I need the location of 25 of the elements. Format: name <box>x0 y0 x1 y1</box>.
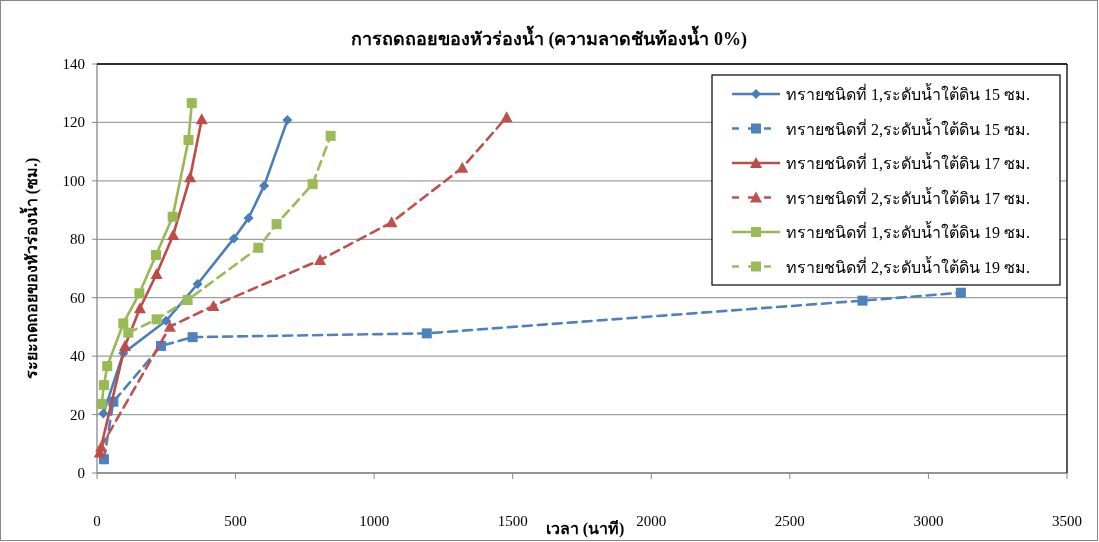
x-tick-label: 2000 <box>636 513 667 529</box>
x-tick-label: 3500 <box>1052 513 1082 529</box>
y-tick-label: 40 <box>70 348 85 365</box>
y-tick-label: 0 <box>77 465 85 481</box>
y-axis-title: ระยะถดถอยของหัวร่องน้ำ (ซม.) <box>19 157 41 380</box>
legend-label: ทรายชนิดที่ 2,ระดับน้ำใต้ดิน 19 ซม. <box>786 255 1030 276</box>
x-tick-label: 1000 <box>359 513 390 529</box>
legend-label: ทรายชนิดที่ 2,ระดับน้ำใต้ดิน 17 ซม. <box>786 186 1030 207</box>
legend-label: ทรายชนิดที่ 1,ระดับน้ำใต้ดิน 19 ซม. <box>786 221 1030 241</box>
legend-label: ทรายชนิดที่ 2,ระดับน้ำใต้ดิน 15 ซม. <box>786 117 1030 138</box>
y-tick-label: 60 <box>70 289 85 306</box>
y-tick-label: 80 <box>70 231 85 248</box>
legend-label: ทรายชนิดที่ 1,ระดับน้ำใต้ดิน 15 ซม. <box>786 83 1030 103</box>
chart-title: การถดถอยของหัวร่องน้ำ (ความลาดชันท้องน้ำ 0%) <box>351 25 747 50</box>
y-tick-label: 100 <box>62 172 85 189</box>
x-axis-title: เวลา (นาที) <box>545 519 625 538</box>
y-tick-label: 120 <box>62 114 85 131</box>
x-tick-label: 3000 <box>913 513 944 529</box>
y-tick-label: 20 <box>70 406 85 423</box>
x-tick-label: 500 <box>224 513 247 529</box>
x-tick-label: 1500 <box>497 513 528 529</box>
y-tick-label: 140 <box>62 56 85 72</box>
x-tick-label: 0 <box>93 513 101 529</box>
legend-label: ทรายชนิดที่ 1,ระดับน้ำใต้ดิน 17 ซม. <box>786 152 1030 172</box>
x-tick-label: 2500 <box>774 513 805 529</box>
